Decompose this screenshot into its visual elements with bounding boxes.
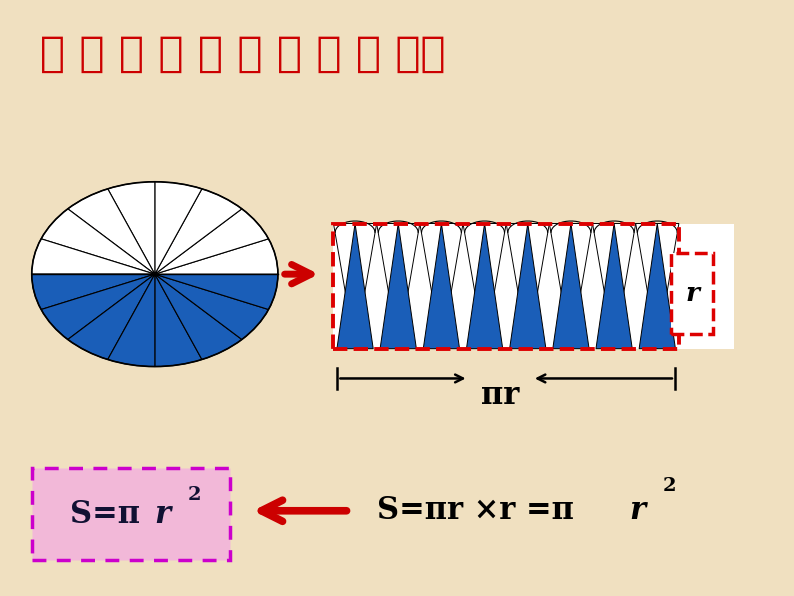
Polygon shape bbox=[333, 224, 376, 349]
Wedge shape bbox=[41, 209, 155, 274]
Polygon shape bbox=[463, 224, 507, 349]
FancyBboxPatch shape bbox=[32, 468, 230, 560]
Wedge shape bbox=[155, 209, 268, 274]
Polygon shape bbox=[380, 224, 416, 349]
Text: S=πr ×r =π: S=πr ×r =π bbox=[377, 495, 574, 526]
Bar bbox=[671, 253, 713, 334]
Polygon shape bbox=[420, 224, 463, 349]
Polygon shape bbox=[596, 224, 632, 349]
Polygon shape bbox=[376, 224, 420, 349]
Text: πr: πr bbox=[481, 380, 519, 411]
Wedge shape bbox=[155, 274, 268, 340]
Wedge shape bbox=[32, 274, 155, 309]
Polygon shape bbox=[553, 224, 589, 349]
Polygon shape bbox=[639, 224, 676, 349]
Text: 2: 2 bbox=[188, 486, 202, 504]
Bar bbox=[671, 253, 715, 334]
Polygon shape bbox=[636, 224, 679, 349]
Wedge shape bbox=[67, 189, 155, 274]
Bar bbox=[333, 224, 679, 349]
Polygon shape bbox=[423, 224, 460, 349]
Wedge shape bbox=[155, 239, 278, 274]
Text: r: r bbox=[686, 281, 700, 306]
Wedge shape bbox=[155, 182, 202, 274]
Text: r: r bbox=[629, 495, 645, 526]
Polygon shape bbox=[510, 224, 546, 349]
Wedge shape bbox=[155, 274, 202, 367]
Bar bbox=[333, 224, 734, 349]
Wedge shape bbox=[155, 274, 242, 359]
Wedge shape bbox=[41, 274, 155, 340]
Wedge shape bbox=[108, 274, 155, 367]
Wedge shape bbox=[155, 274, 278, 309]
Polygon shape bbox=[592, 224, 636, 349]
Text: 2: 2 bbox=[662, 477, 676, 495]
Polygon shape bbox=[337, 224, 373, 349]
Wedge shape bbox=[67, 274, 155, 359]
Polygon shape bbox=[549, 224, 592, 349]
Polygon shape bbox=[507, 224, 549, 349]
Wedge shape bbox=[155, 189, 242, 274]
Wedge shape bbox=[32, 239, 155, 274]
Wedge shape bbox=[108, 182, 155, 274]
Polygon shape bbox=[466, 224, 503, 349]
Text: r: r bbox=[154, 498, 170, 530]
Text: S=π: S=π bbox=[70, 498, 140, 530]
Text: 圆 的 面 积 公 式 推 导 过 程：: 圆 的 面 积 公 式 推 导 过 程： bbox=[40, 33, 445, 74]
